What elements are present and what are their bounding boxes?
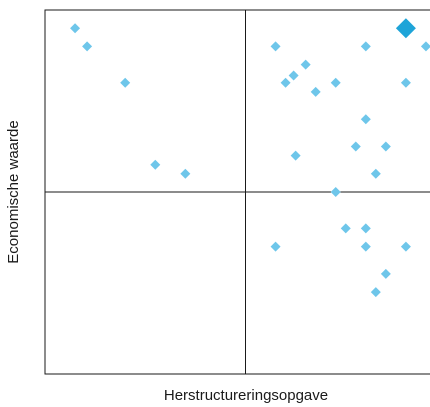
data-point bbox=[380, 141, 391, 152]
data-point bbox=[370, 168, 381, 179]
data-point bbox=[150, 159, 161, 170]
data-point bbox=[400, 241, 411, 252]
data-point bbox=[180, 168, 191, 179]
data-point bbox=[350, 141, 361, 152]
data-point bbox=[82, 41, 93, 52]
data-point bbox=[340, 223, 351, 234]
data-point bbox=[400, 77, 411, 88]
data-point bbox=[360, 41, 371, 52]
y-axis-label: Economische waarde bbox=[5, 120, 22, 263]
data-point bbox=[360, 223, 371, 234]
data-point bbox=[370, 287, 381, 298]
data-point bbox=[360, 241, 371, 252]
data-point bbox=[300, 59, 311, 70]
x-axis-label: Herstructureringsopgave bbox=[164, 387, 328, 404]
data-point bbox=[360, 114, 371, 125]
data-point bbox=[270, 41, 281, 52]
data-point bbox=[420, 41, 430, 52]
data-point bbox=[70, 23, 81, 34]
data-point bbox=[270, 241, 281, 252]
data-point bbox=[330, 187, 341, 197]
data-points bbox=[70, 18, 430, 298]
highlighted-data-point bbox=[395, 18, 416, 39]
data-point bbox=[310, 86, 321, 97]
data-point bbox=[120, 77, 131, 88]
data-point bbox=[380, 268, 391, 279]
data-point bbox=[280, 77, 291, 88]
data-point bbox=[288, 70, 299, 81]
data-point bbox=[330, 77, 341, 88]
data-point bbox=[290, 150, 301, 161]
